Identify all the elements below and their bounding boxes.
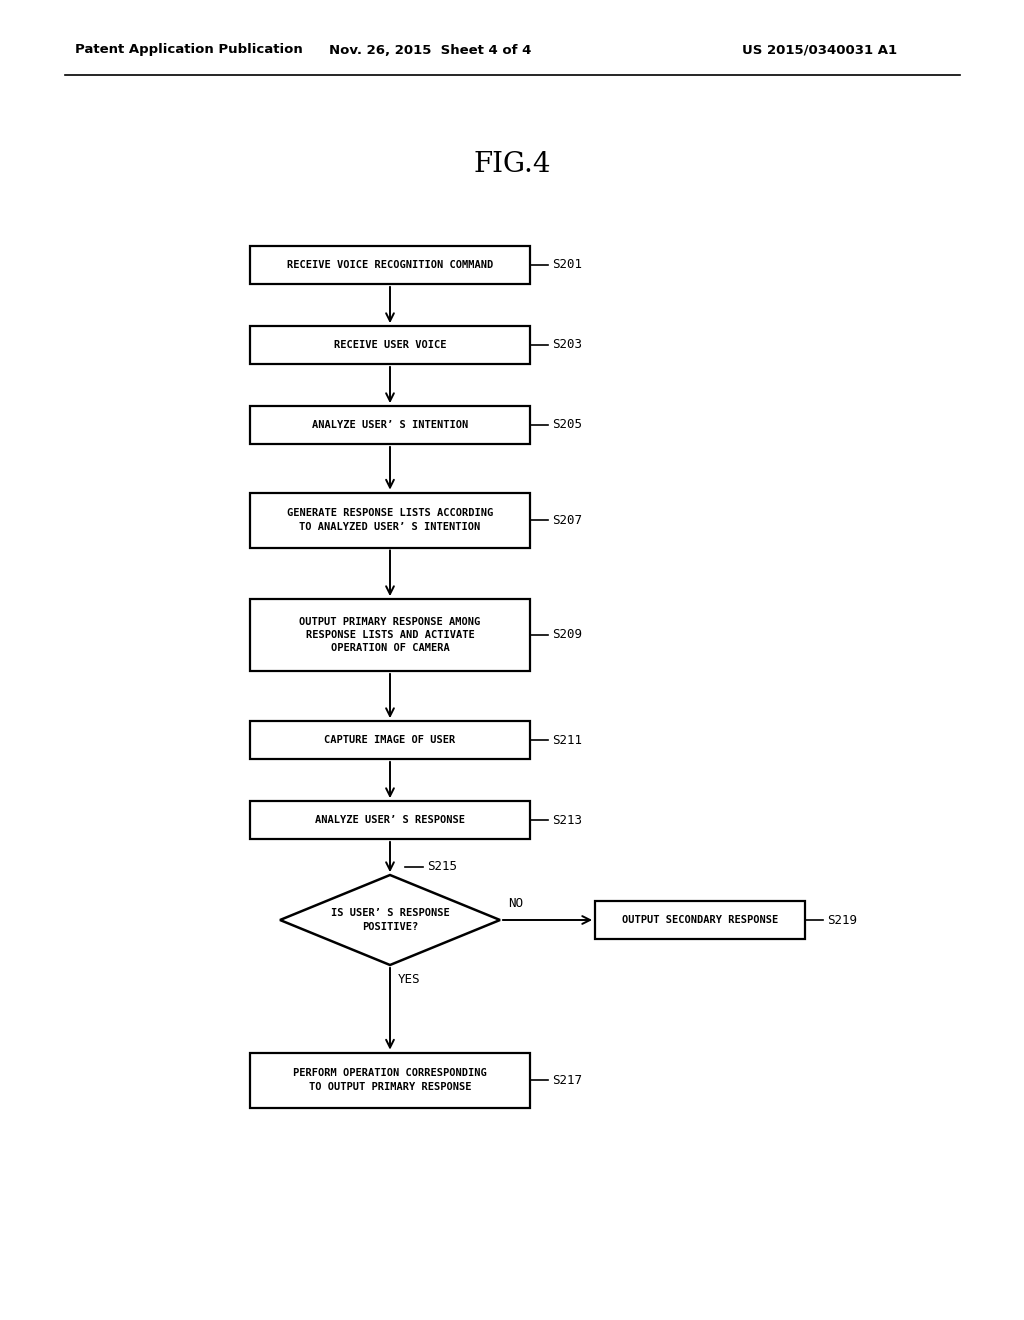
Text: S215: S215 (427, 861, 457, 874)
Text: ANALYZE USER’ S RESPONSE: ANALYZE USER’ S RESPONSE (315, 814, 465, 825)
Text: OUTPUT PRIMARY RESPONSE AMONG
RESPONSE LISTS AND ACTIVATE
OPERATION OF CAMERA: OUTPUT PRIMARY RESPONSE AMONG RESPONSE L… (299, 616, 480, 653)
Text: FIG.4: FIG.4 (473, 152, 551, 178)
Text: GENERATE RESPONSE LISTS ACCORDING
TO ANALYZED USER’ S INTENTION: GENERATE RESPONSE LISTS ACCORDING TO ANA… (287, 508, 494, 532)
Bar (250, 721, 530, 759)
Bar (250, 801, 530, 840)
Text: NO: NO (508, 898, 523, 909)
Text: S205: S205 (552, 418, 582, 432)
Text: S203: S203 (552, 338, 582, 351)
Text: IS USER’ S RESPONSE
POSITIVE?: IS USER’ S RESPONSE POSITIVE? (331, 908, 450, 932)
Text: S211: S211 (552, 734, 582, 747)
Text: US 2015/0340031 A1: US 2015/0340031 A1 (742, 44, 898, 57)
Bar (250, 326, 530, 364)
Polygon shape (280, 875, 500, 965)
Text: S209: S209 (552, 628, 582, 642)
Text: S213: S213 (552, 813, 582, 826)
Text: S219: S219 (827, 913, 857, 927)
Text: S207: S207 (552, 513, 582, 527)
Text: RECEIVE USER VOICE: RECEIVE USER VOICE (334, 341, 446, 350)
Bar (250, 1052, 530, 1107)
Bar (250, 246, 530, 284)
Bar (595, 902, 805, 939)
Text: ANALYZE USER’ S INTENTION: ANALYZE USER’ S INTENTION (312, 420, 468, 430)
Text: S217: S217 (552, 1073, 582, 1086)
Text: CAPTURE IMAGE OF USER: CAPTURE IMAGE OF USER (325, 735, 456, 744)
Text: S201: S201 (552, 259, 582, 272)
Text: Patent Application Publication: Patent Application Publication (75, 44, 303, 57)
Text: Nov. 26, 2015  Sheet 4 of 4: Nov. 26, 2015 Sheet 4 of 4 (329, 44, 531, 57)
Text: PERFORM OPERATION CORRESPONDING
TO OUTPUT PRIMARY RESPONSE: PERFORM OPERATION CORRESPONDING TO OUTPU… (293, 1068, 486, 1092)
Text: YES: YES (398, 973, 421, 986)
Bar (250, 407, 530, 444)
Bar (250, 492, 530, 548)
Bar (250, 599, 530, 671)
Text: RECEIVE VOICE RECOGNITION COMMAND: RECEIVE VOICE RECOGNITION COMMAND (287, 260, 494, 271)
Text: OUTPUT SECONDARY RESPONSE: OUTPUT SECONDARY RESPONSE (622, 915, 778, 925)
